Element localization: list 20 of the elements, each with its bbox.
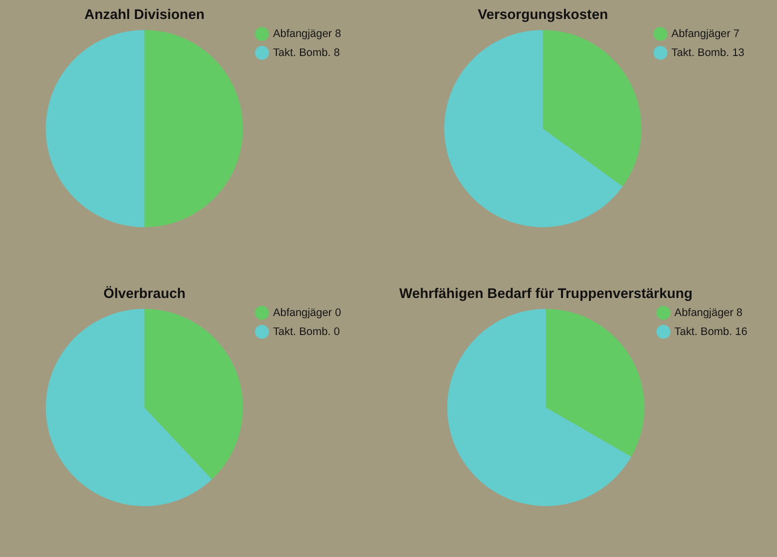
legend-label: Takt. Bomb. 8 <box>272 46 340 59</box>
pie-slice <box>447 308 632 506</box>
pie-slice <box>46 308 212 506</box>
chart-title: Anzahl Divisionen <box>84 6 204 22</box>
legend-label: Abfangjäger 7 <box>671 28 740 40</box>
chart-title: Ölverbrauch <box>103 284 186 301</box>
chart-title: Wehrfähigen Bedarf für Truppenverstärkung <box>399 284 693 301</box>
legend-label: Abfangjäger 8 <box>674 306 743 319</box>
legend-label: Takt. Bomb. 13 <box>671 46 744 59</box>
pie-slice <box>546 308 644 457</box>
legend-label: Abfangjäger 0 <box>272 306 342 319</box>
pie-slice <box>144 30 243 228</box>
legend-label: Takt. Bomb. 0 <box>272 326 340 338</box>
legend-label: Takt. Bomb. 16 <box>674 326 748 338</box>
pie-slice <box>542 30 642 187</box>
pie-slice <box>444 30 623 228</box>
legend-label: Abfangjäger 8 <box>272 28 342 40</box>
chart-title: Versorgungskosten <box>478 6 608 22</box>
pie-slice <box>144 308 243 480</box>
pie-slice <box>46 30 144 228</box>
